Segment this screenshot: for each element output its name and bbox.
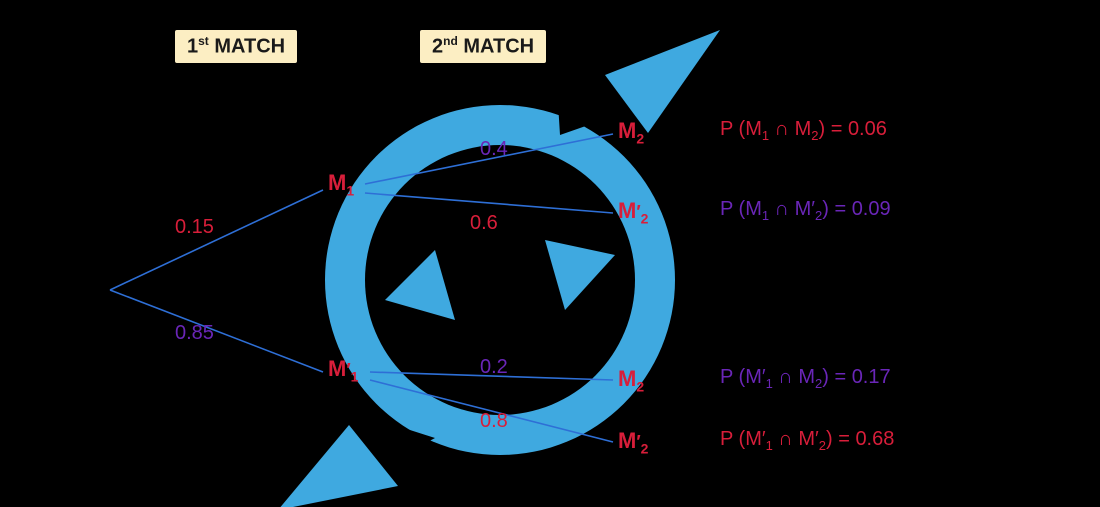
header-second-match: 2nd MATCH	[420, 30, 546, 63]
result-r1: P (M1 ∩ M2) = 0.06	[720, 118, 887, 143]
node-m2-top: M2	[618, 118, 644, 146]
prob-m2pa: 0.6	[470, 212, 498, 235]
prob-m2b: 0.2	[480, 356, 508, 379]
prob-m1: 0.15	[175, 216, 214, 239]
header-first-match: 1st MATCH	[175, 30, 297, 63]
prob-m1p: 0.85	[175, 322, 214, 345]
prob-m2a: 0.4	[480, 138, 508, 161]
node-m1-prime: M′1	[328, 356, 358, 384]
prob-m2pb: 0.8	[480, 410, 508, 433]
node-m2-prime-top: M′2	[618, 198, 648, 226]
result-r2: P (M1 ∩ M′2) = 0.09	[720, 198, 891, 223]
node-m2-prime-bottom: M′2	[618, 428, 648, 456]
tree-lines	[0, 0, 1100, 507]
result-r3: P (M′1 ∩ M2) = 0.17	[720, 366, 891, 391]
node-m2-bottom: M2	[618, 366, 644, 394]
result-r4: P (M′1 ∩ M′2) = 0.68	[720, 428, 894, 453]
node-m1: M1	[328, 170, 354, 198]
